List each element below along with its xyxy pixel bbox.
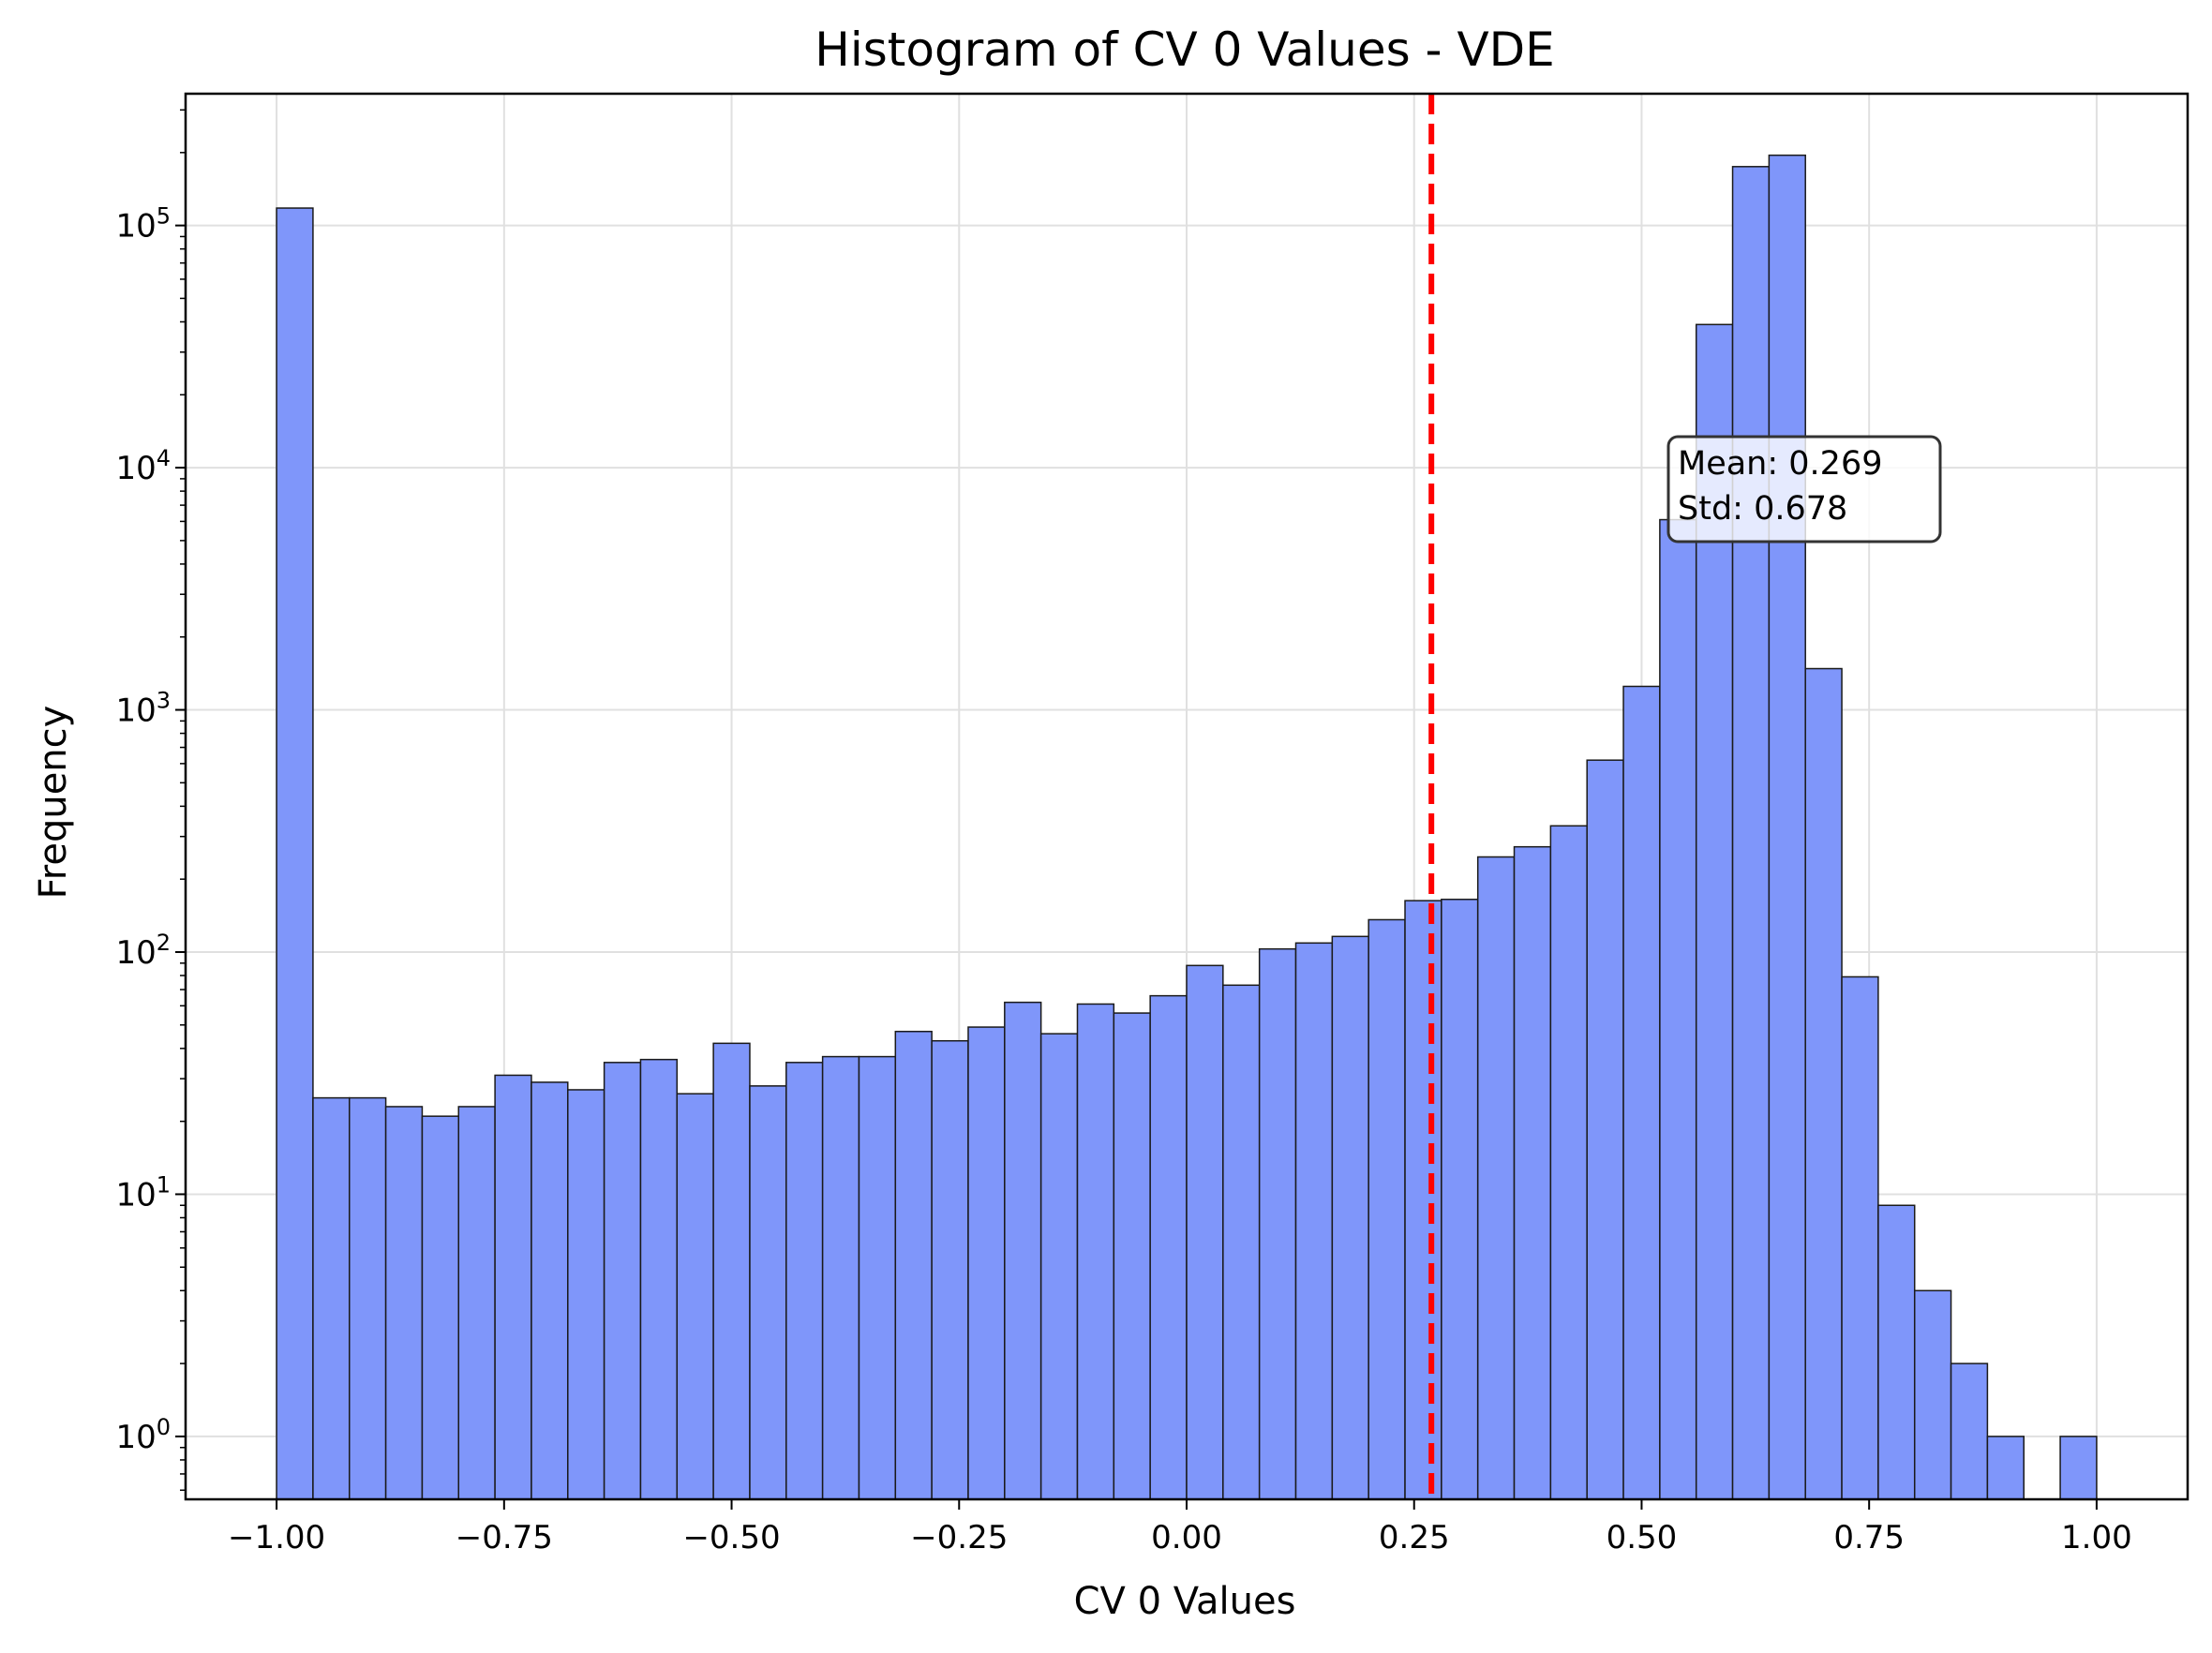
stats-mean-text: Mean: 0.269 [1678, 445, 1882, 483]
histogram-bar [712, 1042, 751, 1500]
histogram-bar [1222, 984, 1261, 1500]
histogram-bar [858, 1055, 897, 1500]
histogram-bar [603, 1062, 642, 1500]
y-tick-label: 104 [115, 445, 171, 487]
x-tick-label: 1.00 [2061, 1519, 2132, 1556]
x-tick-label: 0.00 [1151, 1519, 1222, 1556]
histogram-bar [676, 1093, 714, 1500]
y-axis-label: Frequency [32, 706, 75, 900]
histogram-bar [821, 1055, 860, 1500]
stats-box: Mean: 0.269 Std: 0.678 [1666, 435, 1942, 544]
histogram-bar [1294, 942, 1334, 1500]
y-tick-label: 100 [115, 1414, 171, 1456]
y-axis: 100 101 102 103 104 105 [115, 109, 186, 1491]
histogram-bar [494, 1074, 532, 1500]
x-tick-label: −0.75 [456, 1519, 553, 1556]
histogram-bar [1731, 166, 1771, 1500]
histogram-bar [312, 1096, 351, 1500]
x-tick-label: 0.75 [1833, 1519, 1905, 1556]
histogram-bar [894, 1030, 933, 1500]
histogram-bar [931, 1039, 969, 1500]
histogram-bar [1004, 1001, 1042, 1500]
x-axis-label: CV 0 Values [1074, 1580, 1296, 1623]
stats-std-text: Std: 0.678 [1678, 490, 1847, 528]
y-tick-label: 102 [115, 930, 171, 972]
histogram-bar [1841, 975, 1879, 1500]
histogram-bar [349, 1096, 387, 1500]
histogram-bar [967, 1026, 1006, 1500]
x-tick-label: −0.50 [682, 1519, 780, 1556]
histogram-bar [384, 1106, 424, 1500]
histogram-bar [2059, 1436, 2098, 1500]
histogram-bar [1913, 1289, 1952, 1500]
histogram-bar [639, 1058, 679, 1500]
histogram-bar [531, 1081, 569, 1500]
histogram-bar [1076, 1003, 1115, 1500]
histogram-bar [1039, 1033, 1079, 1500]
histogram-bar [1877, 1204, 1916, 1500]
x-axis: −1.00 −0.75 −0.50 −0.25 0.00 0.25 0.50 0.75 1.00 [228, 1499, 2132, 1556]
histogram-bar [1441, 899, 1479, 1500]
x-tick-label: 0.50 [1607, 1519, 1678, 1556]
y-tick-label: 105 [115, 203, 171, 246]
histogram-bar [1804, 667, 1843, 1500]
histogram-bar [567, 1089, 605, 1500]
histogram-bar [1513, 845, 1552, 1500]
y-tick-label: 103 [115, 688, 171, 730]
x-tick-label: −0.25 [910, 1519, 1008, 1556]
stats-box-background [1666, 435, 1942, 544]
histogram-bar [1622, 685, 1661, 1500]
histogram-bar [785, 1062, 824, 1500]
histogram-bar [1659, 518, 1697, 1500]
histogram-bar [1586, 759, 1624, 1500]
histogram-bar [1331, 935, 1369, 1500]
x-tick-label: 0.25 [1379, 1519, 1450, 1556]
histogram-bar [749, 1085, 787, 1500]
histogram-bar [1986, 1436, 2025, 1500]
histogram-bar [1768, 154, 1806, 1500]
histogram-bar [1549, 825, 1588, 1500]
histogram-bar [1113, 1012, 1151, 1500]
chart-title: Histogram of CV 0 Values - VDE [815, 22, 1555, 77]
histogram-bar [1258, 947, 1297, 1500]
histogram-bars [276, 154, 2098, 1500]
histogram-bar [1404, 900, 1442, 1500]
histogram-bar [421, 1115, 460, 1500]
histogram-bar [1368, 918, 1406, 1500]
histogram-bar [1950, 1363, 1989, 1500]
histogram-bar [1476, 856, 1516, 1500]
y-tick-label: 101 [115, 1171, 171, 1214]
x-tick-label: −1.00 [228, 1519, 325, 1556]
histogram-bar [276, 207, 314, 1500]
histogram-bar [457, 1106, 496, 1500]
histogram-bar [1149, 994, 1188, 1500]
histogram-bar [1186, 964, 1224, 1500]
